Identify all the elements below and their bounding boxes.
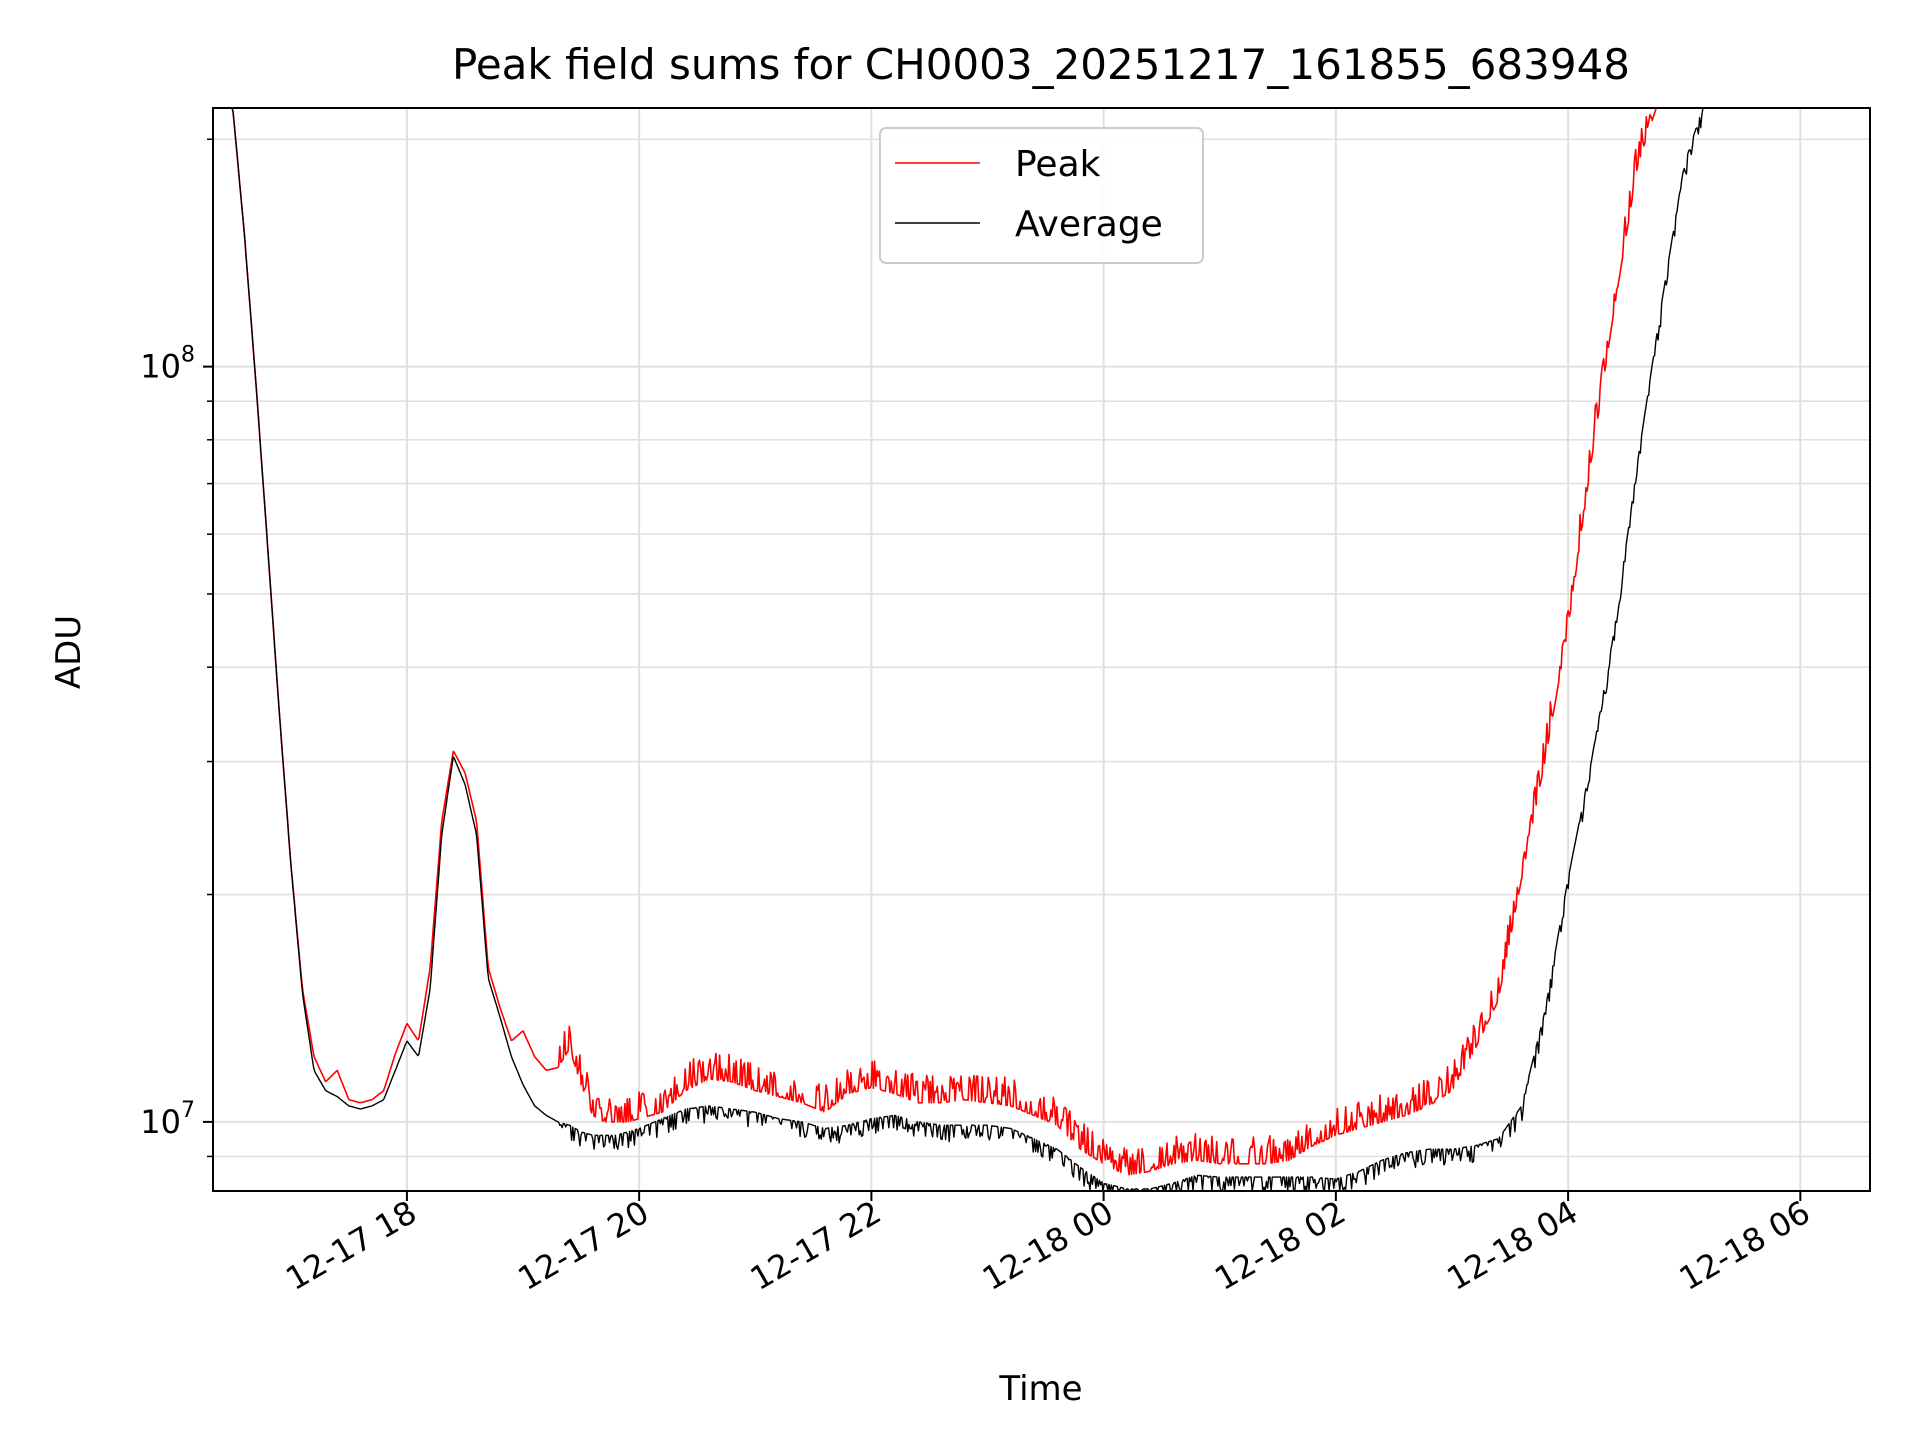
series-line-peak: [231, 108, 1657, 1176]
y-tick-label-base: 10: [140, 1103, 181, 1141]
series-line-average: [231, 108, 1704, 1191]
legend-label-average: Average: [1015, 204, 1163, 245]
legend-box: [879, 127, 1204, 264]
legend-label-peak: Peak: [1015, 144, 1101, 185]
plot-frame: [212, 107, 1871, 1192]
y-tick-label: 108: [140, 343, 195, 386]
y-tick-label: 107: [140, 1098, 195, 1141]
grid-layer: [213, 108, 1870, 1191]
x-axis-label: Time: [998, 1369, 1082, 1409]
y-tick-label-exponent: 7: [181, 1098, 195, 1123]
y-tick-label-exponent: 8: [181, 343, 195, 368]
series-layer: [231, 108, 1704, 1191]
legend: Peak Average: [879, 127, 1204, 264]
y-axis-label: ADU: [49, 615, 89, 689]
y-tick-label-base: 10: [140, 348, 181, 386]
chart-title: Peak field sums for CH0003_20251217_1618…: [452, 40, 1630, 89]
